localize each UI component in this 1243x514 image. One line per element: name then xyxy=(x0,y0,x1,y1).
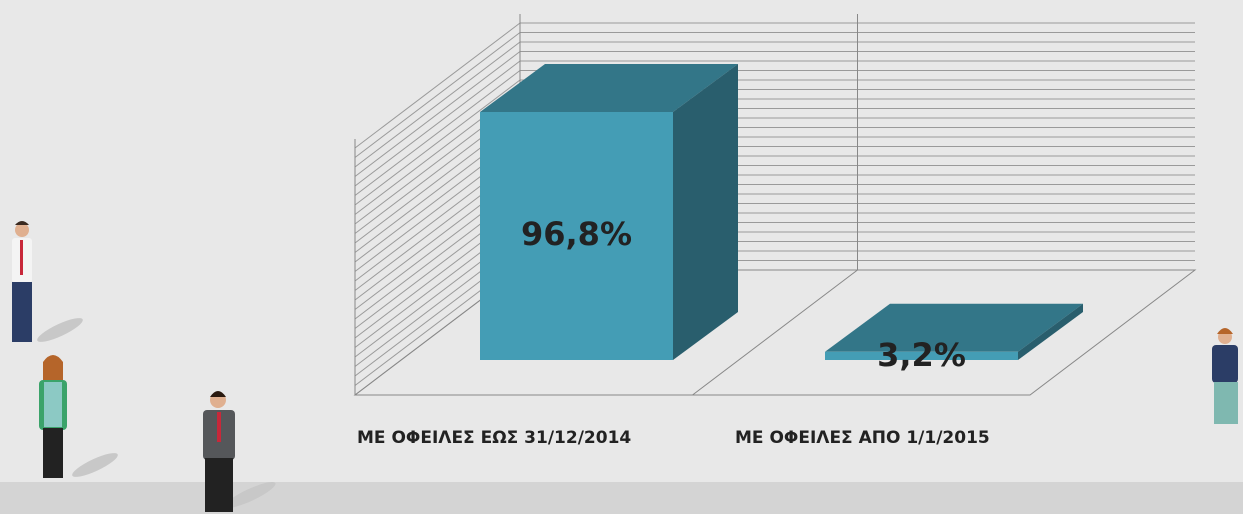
value-label: 96,8% xyxy=(521,215,632,253)
category-label: ΜΕ ΟΦΕΙΛΕΣ ΑΠΟ 1/1/2015 xyxy=(735,428,990,448)
bar xyxy=(480,64,738,360)
bar-side xyxy=(673,64,738,360)
chart: 96,8% ΜΕ ΟΦΕΙΛΕΣ ΕΩΣ 31/12/2014 3,2% ΜΕ ΟΦΕ… xyxy=(0,0,1243,514)
floor-band xyxy=(0,482,1243,514)
value-label: 3,2% xyxy=(877,336,966,374)
category-label: ΜΕ ΟΦΕΙΛΕΣ ΕΩΣ 31/12/2014 xyxy=(357,428,631,448)
